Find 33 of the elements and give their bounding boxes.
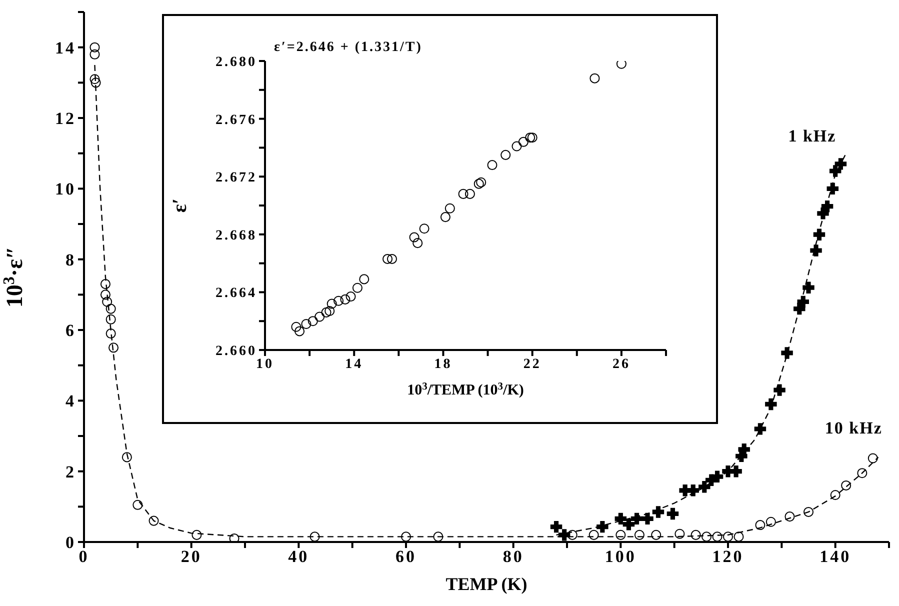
y-tick-label: 2.672: [216, 170, 257, 186]
x-tick-label: 26: [612, 356, 630, 372]
y-axis-title: ε′: [169, 198, 191, 213]
annotation: ε′=2.646 + (1.331/T): [274, 40, 422, 56]
x-tick-label: 60: [396, 547, 416, 566]
y-tick-label: 2.660: [216, 344, 257, 359]
x-tick-label: 18: [434, 356, 452, 372]
x-tick-label: 10: [256, 356, 274, 372]
x-tick-label: 22: [523, 356, 542, 372]
y-tick-label: 8: [66, 250, 76, 270]
x-tick-label: 100: [604, 547, 636, 566]
y-tick-label: 6: [66, 321, 76, 340]
y-tick-label: 0: [66, 533, 76, 552]
x-tick-label: 120: [712, 547, 744, 566]
y-tick-label: 2.680: [216, 54, 257, 70]
x-axis-title: 10$^{3}$/TEMP (10$^{3}$/K): [407, 381, 524, 399]
y-tick-label: 2: [66, 462, 76, 482]
x-axis-title: TEMP (K): [446, 574, 528, 594]
x-tick-label: 0: [78, 547, 90, 566]
x-tick-label: 40: [288, 547, 310, 566]
x-tick-label: 14: [345, 356, 364, 372]
series-label: 10 kHz: [824, 418, 882, 438]
y-tick-label: 2.676: [216, 112, 257, 128]
y-tick-label: 4: [66, 392, 76, 411]
y-tick-label: 10: [55, 180, 76, 199]
y-tick-label: 2.664: [216, 286, 257, 302]
x-tick-label: 20: [180, 547, 202, 566]
y-tick-label: 14: [55, 38, 76, 58]
x-tick-label: 80: [502, 547, 524, 566]
series-label: 1 kHz: [788, 126, 836, 146]
y-tick-label: 12: [55, 109, 76, 128]
x-tick-label: 140: [820, 547, 852, 566]
y-tick-label: 2.668: [216, 228, 257, 244]
